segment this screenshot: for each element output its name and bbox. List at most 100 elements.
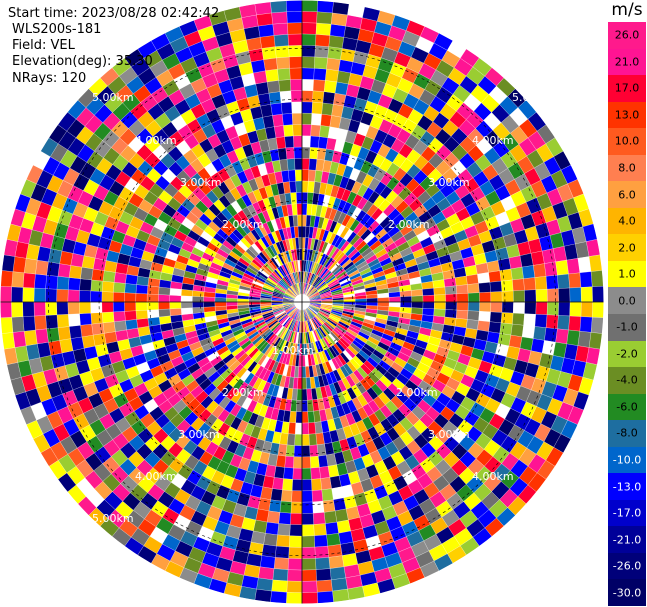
- range-gate: [297, 214, 303, 227]
- range-gate: [90, 279, 104, 292]
- range-gate: [316, 11, 333, 25]
- range-gate: [273, 557, 289, 570]
- range-gate: [301, 67, 315, 80]
- range-gate: [534, 276, 548, 290]
- range-gate: [334, 508, 349, 523]
- range-gate: [78, 290, 92, 303]
- range-gate: [113, 282, 126, 293]
- range-gate: [301, 580, 318, 593]
- range-gate: [557, 315, 570, 331]
- range-gate: [322, 499, 336, 513]
- range-gate: [296, 203, 303, 216]
- colorbar-swatch: [608, 340, 646, 368]
- range-gate: [301, 592, 319, 605]
- range-gate: [287, 33, 303, 46]
- range-gate: [355, 298, 367, 303]
- range-gate: [499, 268, 513, 282]
- range-gate: [533, 326, 547, 341]
- ring-label-2km-se: 2.00km: [396, 386, 438, 399]
- range-gate: [285, 146, 295, 160]
- range-gate: [270, 0, 288, 14]
- range-gate: [282, 113, 293, 126]
- range-gate: [512, 278, 525, 292]
- range-gate: [479, 301, 492, 313]
- range-gate: [265, 521, 279, 536]
- range-gate: [192, 306, 205, 314]
- range-gate: [312, 90, 325, 104]
- range-gate: [11, 316, 25, 333]
- range-gate: [309, 444, 319, 458]
- range-gate: [466, 273, 479, 285]
- colorbar-tick-label: -8.0: [616, 426, 638, 440]
- range-gate: [79, 312, 92, 326]
- range-gate: [46, 327, 60, 343]
- range-gate: [534, 314, 548, 328]
- range-gate: [288, 56, 303, 69]
- ring-label-3km-se: 3.00km: [428, 428, 470, 441]
- range-gate: [301, 22, 317, 35]
- range-gate: [301, 124, 312, 137]
- range-gate: [500, 279, 514, 292]
- range-gate: [499, 322, 513, 336]
- range-gate: [399, 290, 412, 298]
- colorbar-swatch: [608, 499, 646, 527]
- range-gate: [569, 301, 582, 317]
- colorbar-swatch: [608, 526, 646, 554]
- range-gate: [12, 330, 27, 348]
- range-gate: [258, 566, 275, 581]
- colorbar-swatch: [608, 101, 646, 129]
- range-gate: [286, 580, 303, 593]
- range-gate: [295, 180, 303, 193]
- range-gate: [68, 325, 83, 339]
- range-gate: [545, 274, 559, 290]
- range-gate: [288, 44, 303, 58]
- range-gate: [568, 315, 582, 332]
- range-gate: [259, 555, 276, 569]
- colorbar-tick-label: -6.0: [616, 400, 638, 414]
- range-gate: [135, 284, 149, 295]
- colorbar-swatch: [608, 154, 646, 182]
- range-gate: [293, 456, 303, 469]
- range-gate: [544, 327, 558, 343]
- field-text: Field: VEL: [12, 38, 75, 53]
- range-gate: [279, 90, 292, 104]
- range-gate: [124, 292, 137, 303]
- range-gate: [270, 102, 283, 116]
- range-gate: [90, 301, 103, 314]
- range-gate: [112, 291, 125, 303]
- range-gate: [11, 286, 24, 303]
- range-gate: [0, 285, 12, 303]
- colorbar-tick-label: -30.0: [612, 586, 642, 600]
- range-gate: [124, 301, 137, 312]
- colorbar-tick-label: -10.0: [612, 453, 642, 467]
- range-gate: [277, 523, 291, 537]
- range-gate: [266, 510, 281, 524]
- range-gate: [296, 400, 303, 413]
- range-gate: [315, 432, 325, 446]
- range-gate: [488, 270, 502, 283]
- range-gate: [290, 78, 303, 92]
- range-gate: [271, 11, 288, 25]
- start-time-text: Start time: 2023/08/28 02:42:42: [8, 6, 220, 21]
- ring-label-1km-s: 1.00km: [272, 344, 314, 357]
- range-gate: [577, 256, 592, 274]
- range-gate: [57, 326, 71, 341]
- range-gate: [301, 456, 311, 469]
- range-gate: [80, 323, 94, 338]
- colorbar-swatch: [608, 393, 646, 421]
- range-gate: [490, 291, 503, 303]
- range-gate: [90, 290, 103, 303]
- colorbar-tick-label: -13.0: [612, 480, 642, 494]
- range-gate: [317, 454, 329, 468]
- range-gate: [261, 46, 277, 60]
- range-gate: [329, 23, 346, 38]
- range-gate: [546, 288, 560, 303]
- range-gate: [45, 274, 59, 290]
- colorbar-swatch: [608, 234, 646, 262]
- range-gate: [321, 488, 334, 502]
- colorbar-tick-label: 17.0: [614, 81, 640, 95]
- range-gate: [312, 512, 326, 525]
- colorbar-tick-label: -26.0: [612, 559, 642, 573]
- range-gate: [277, 67, 291, 81]
- range-gate: [255, 81, 270, 96]
